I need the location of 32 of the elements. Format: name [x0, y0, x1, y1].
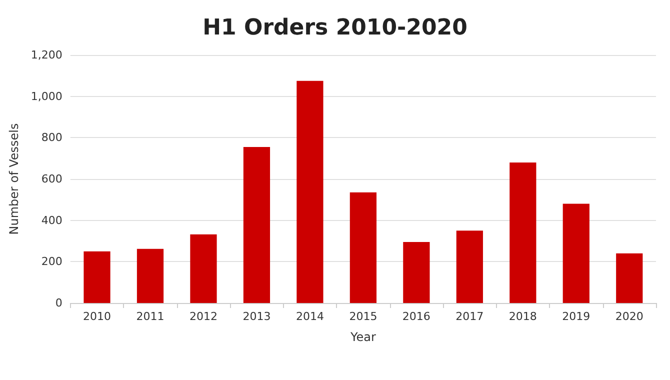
- x-tick-label: 2017: [456, 310, 484, 323]
- x-tick-label: 2014: [296, 310, 324, 323]
- y-tick-label: 400: [41, 214, 62, 227]
- x-axis-title: Year: [349, 330, 376, 344]
- x-tick-label: 2020: [615, 310, 644, 323]
- x-tick-label: 2019: [562, 310, 590, 323]
- x-tick-label: 2012: [189, 310, 218, 323]
- chart-title: H1 Orders 2010-2020: [202, 16, 468, 40]
- bar: [616, 253, 643, 303]
- y-tick-label: 1,200: [30, 48, 62, 62]
- x-tick-label: 2011: [136, 310, 164, 323]
- y-tick-label: 200: [41, 255, 62, 268]
- bar: [84, 251, 110, 303]
- bar: [456, 230, 483, 303]
- x-tick-label: 2013: [242, 310, 271, 323]
- y-axis-title: Number of Vessels: [7, 123, 21, 235]
- x-tick-label: 2016: [402, 310, 430, 323]
- y-tick-label: 1,000: [30, 90, 62, 103]
- x-tick-label: 2018: [508, 310, 537, 323]
- bar: [136, 248, 164, 303]
- y-tick-label: 800: [41, 131, 62, 144]
- bar: [190, 234, 217, 303]
- bar: [243, 146, 270, 303]
- x-tick-label: 2015: [349, 310, 378, 323]
- y-tick-label: 600: [41, 172, 62, 186]
- bar: [510, 162, 536, 303]
- x-tick-label: 2010: [83, 310, 112, 323]
- y-tick-label: 0: [55, 296, 62, 310]
- bar: [562, 204, 590, 303]
- bar: [296, 80, 324, 303]
- bar: [350, 192, 377, 303]
- bar: [403, 242, 430, 303]
